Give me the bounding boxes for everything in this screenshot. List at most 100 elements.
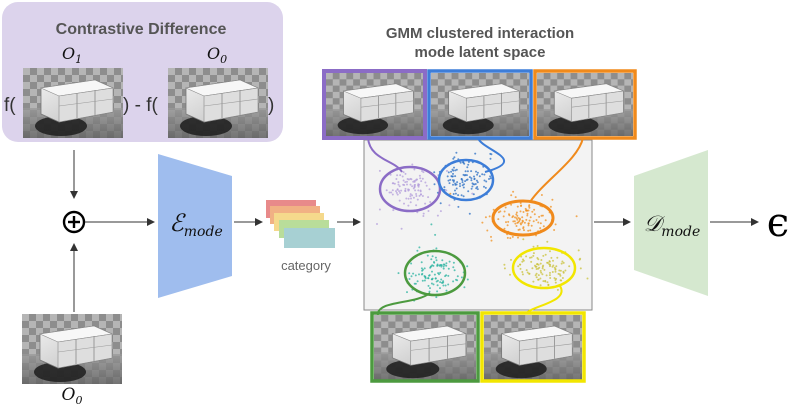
scatter-point-orange [526,214,529,217]
scatter-point-teal-green [442,284,445,287]
scatter-point-orange [525,218,528,221]
scatter-point-orange [514,222,517,225]
scatter-point-teal-green [428,290,431,293]
scatter-point-yellow [548,274,551,277]
scatter-point-purple [407,197,410,200]
scatter-point-purple [411,163,414,166]
scatter-point-teal-green [445,289,448,292]
scatter-point-orange [520,223,522,226]
scatter-point-teal-green [423,267,426,270]
scatter-point-blue [465,179,468,181]
scatter-point-blue [455,168,458,171]
scatter-point-yellow [522,259,525,262]
scatter-point-purple [419,190,422,193]
scatter-point-purple [439,210,442,213]
scatter-point-orange [519,210,522,213]
scatter-point-blue [476,171,479,174]
scatter-point-blue [448,182,451,185]
scatter-point-purple [446,170,448,172]
scatter-point-yellow [536,245,539,247]
output-epsilon: ϵ [767,200,789,246]
scatter-point-teal-green [431,270,433,273]
scatter-point-yellow [529,256,531,259]
scatter-point-purple [421,177,424,180]
scatter-point-teal-green [427,277,430,280]
scatter-point-blue [439,202,442,205]
scatter-point-orange [507,220,510,223]
scatter-point-blue [476,173,479,176]
scatter-point-purple [398,199,401,202]
contrastive-title: Contrastive Difference [56,21,227,38]
scatter-point-teal-green [412,272,415,275]
scatter-point-blue [460,194,463,197]
scatter-point-purple [399,174,402,177]
scatter-point-purple [402,171,405,174]
scatter-point-yellow [539,277,542,280]
scatter-point-yellow [546,240,549,243]
mode-thumbnail-purple [325,72,424,137]
scatter-point-teal-green [408,272,411,275]
scatter-point-blue [453,156,456,159]
scatter-point-purple [402,179,405,182]
scatter-point-orange [575,215,578,218]
scatter-point-blue [461,181,464,184]
scatter-point-purple [409,195,412,198]
scatter-point-teal-green [440,264,443,267]
scatter-point-purple [413,184,416,187]
scatter-point-purple [409,183,412,186]
scatter-point-yellow [525,269,528,272]
scatter-point-orange [523,221,526,224]
scatter-point-purple [421,195,424,197]
scatter-point-blue [452,193,455,195]
scatter-point-purple [406,183,408,186]
scatter-point-blue [474,183,477,185]
scatter-point-blue [462,161,465,164]
scatter-point-yellow [542,254,545,257]
scatter-point-blue [449,178,452,181]
scatter-point-blue [470,177,473,180]
scatter-point-teal-green [434,233,437,236]
scatter-point-purple [398,185,401,188]
scatter-point-yellow [532,254,535,257]
scatter-point-purple [422,215,425,217]
scatter-point-blue [456,181,459,184]
scatter-point-teal-green [430,278,433,281]
scatter-point-blue [464,180,467,183]
o0-label-bottom: O0 [62,385,83,407]
scatter-point-blue [483,173,486,176]
scatter-point-purple [424,181,427,184]
scatter-point-orange [511,235,514,238]
scatter-point-blue [452,183,454,186]
scatter-point-teal-green [418,246,421,249]
mode-border-green [370,311,480,383]
scatter-point-yellow [503,267,506,270]
scatter-point-purple [422,212,425,215]
scatter-point-orange [517,217,520,219]
scatter-point-blue [483,179,486,182]
scatter-point-purple [401,175,404,178]
scatter-point-orange [510,203,513,206]
scatter-point-teal-green [397,272,400,275]
scatter-point-purple [400,189,403,192]
scatter-point-yellow [579,257,582,260]
scatter-point-yellow [545,274,548,277]
scatter-point-purple [471,192,474,195]
scatter-point-yellow [536,257,539,259]
scatter-point-teal-green [435,296,438,299]
scatter-point-teal-green [435,259,438,262]
scatter-point-orange [535,219,538,221]
scatter-point-blue [459,161,462,164]
scatter-point-teal-green [432,264,435,267]
scatter-point-yellow [544,280,547,283]
scatter-point-blue [454,175,457,178]
scatter-point-blue [447,179,450,182]
scatter-point-blue [447,171,450,174]
scatter-point-yellow [550,256,553,259]
scatter-point-purple [392,209,395,212]
scatter-point-teal-green [463,286,466,289]
scatter-point-orange [515,225,518,227]
f-close-text: ) [268,95,274,116]
scatter-point-orange [514,216,516,219]
scatter-point-purple [427,196,430,199]
scatter-point-yellow [559,269,562,272]
